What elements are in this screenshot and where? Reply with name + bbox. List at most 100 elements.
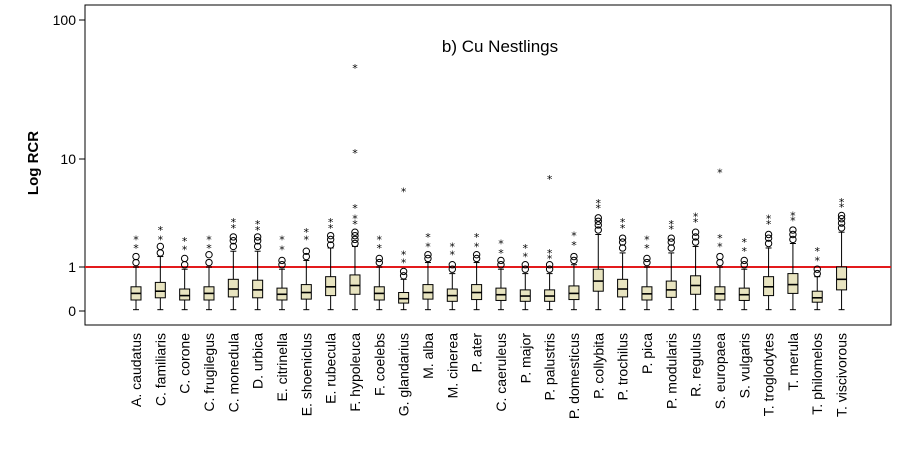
outlier-circle <box>716 252 724 261</box>
box-group: *** <box>544 173 556 311</box>
outlier-circle <box>837 215 846 223</box>
outlier-star: * <box>352 147 358 160</box>
x-axis-labels: A. caudatus C. familiaris C. corone C. frug… <box>128 333 850 419</box>
outlier-circle <box>545 265 554 273</box>
box-group: ** <box>738 236 750 311</box>
outlier-circle <box>740 256 748 265</box>
outlier-circle <box>253 242 262 251</box>
x-category-label: P. domesticus <box>566 333 582 419</box>
outlier-star: * <box>839 196 845 209</box>
outlier-star: * <box>474 231 480 244</box>
outlier-circle <box>618 238 627 246</box>
x-category-label: C. caeruleus <box>493 333 509 412</box>
box <box>252 279 264 299</box>
outlier-circle <box>472 254 481 263</box>
box-group: ** <box>179 235 191 311</box>
outlier-star: * <box>231 222 237 235</box>
x-category-label: T. merula <box>785 333 801 391</box>
outlier-star: * <box>620 216 626 229</box>
outlier-circle <box>448 265 456 273</box>
box-group: ** <box>154 224 166 311</box>
outlier-star: * <box>352 62 358 75</box>
x-category-label: F. hypoleuca <box>347 333 363 412</box>
outlier-circle <box>424 254 432 263</box>
outlier-star: * <box>644 242 650 255</box>
x-category-label: C. corone <box>177 333 193 394</box>
outlier-star: * <box>450 249 456 262</box>
outlier-circle <box>594 217 602 225</box>
outlier-star: * <box>158 233 164 246</box>
x-category-label: P. trochilus <box>615 333 631 400</box>
x-category-label: P. pica <box>639 333 655 374</box>
outlier-star: * <box>790 214 796 227</box>
outlier-circle <box>351 231 359 240</box>
outlier-star: * <box>450 240 456 253</box>
outlier-star: * <box>742 236 748 249</box>
outlier-star: * <box>231 216 237 229</box>
box-group: ** <box>787 209 799 311</box>
outlier-circle <box>691 228 700 236</box>
outlier-star: * <box>279 244 285 257</box>
outlier-circle <box>594 214 602 222</box>
x-category-label: M. cinerea <box>444 333 460 399</box>
outlier-circle <box>837 224 846 232</box>
box <box>836 266 848 291</box>
outlier-star: * <box>498 247 504 260</box>
box-group: ** <box>836 196 848 311</box>
outlier-star: * <box>790 209 796 222</box>
y-tick-label: 0 <box>68 303 76 319</box>
outlier-circle <box>497 261 505 269</box>
outlier-star: * <box>766 213 772 226</box>
x-category-label: G. glandarius <box>396 333 412 416</box>
outlier-circle <box>691 238 700 246</box>
x-category-label: E. rubecula <box>323 333 339 404</box>
box <box>227 278 239 298</box>
x-category-label: R. regulus <box>688 333 704 397</box>
x-category-label: P. collybita <box>590 333 606 399</box>
outlier-star: * <box>717 232 723 245</box>
outlier-star: * <box>669 223 675 236</box>
box-group: ** <box>617 216 629 311</box>
outlier-circle <box>180 254 189 263</box>
outlier-circle <box>837 219 846 227</box>
outlier-circle <box>570 252 578 261</box>
outlier-star: * <box>352 202 358 215</box>
outlier-circle <box>764 230 773 239</box>
outlier-star: * <box>255 218 261 231</box>
outlier-star: * <box>523 242 529 255</box>
x-category-label: C. monedula <box>225 333 241 413</box>
outlier-circle <box>399 272 408 280</box>
outlier-star: * <box>182 244 188 257</box>
outlier-circle <box>472 250 481 259</box>
outlier-circle <box>375 254 383 263</box>
outlier-star: * <box>206 242 212 255</box>
box <box>787 273 799 294</box>
outlier-star: * <box>255 224 261 237</box>
x-category-label: T. viscivorous <box>834 333 850 417</box>
x-category-label: S. europaea <box>712 333 728 409</box>
y-axis: 0 1 10 100 <box>53 12 85 319</box>
outlier-star: * <box>352 218 358 231</box>
outlier-circle <box>448 261 456 269</box>
outlier-star: * <box>158 224 164 237</box>
x-category-label: P. major <box>517 333 533 384</box>
box <box>398 292 410 304</box>
outlier-circle <box>643 258 651 267</box>
outlier-star: * <box>717 240 723 253</box>
outlier-star: * <box>133 233 139 246</box>
box-group: ** <box>252 218 264 311</box>
box-series: ** ************ ** ** ************** ********… <box>130 62 848 311</box>
outlier-star: * <box>498 238 504 251</box>
box-group: ** <box>690 210 702 311</box>
outlier-circle <box>326 231 335 240</box>
box-group: ** <box>276 233 288 311</box>
outlier-circle <box>764 234 773 242</box>
x-category-label: C. familiaris <box>152 333 168 406</box>
outlier-circle <box>667 234 675 242</box>
outlier-star: * <box>547 252 553 265</box>
y-tick-label: 100 <box>53 12 77 28</box>
x-category-label: T. philomelos <box>809 333 825 415</box>
outlier-circle <box>837 211 846 220</box>
outlier-star: * <box>425 231 431 244</box>
box <box>811 290 823 303</box>
